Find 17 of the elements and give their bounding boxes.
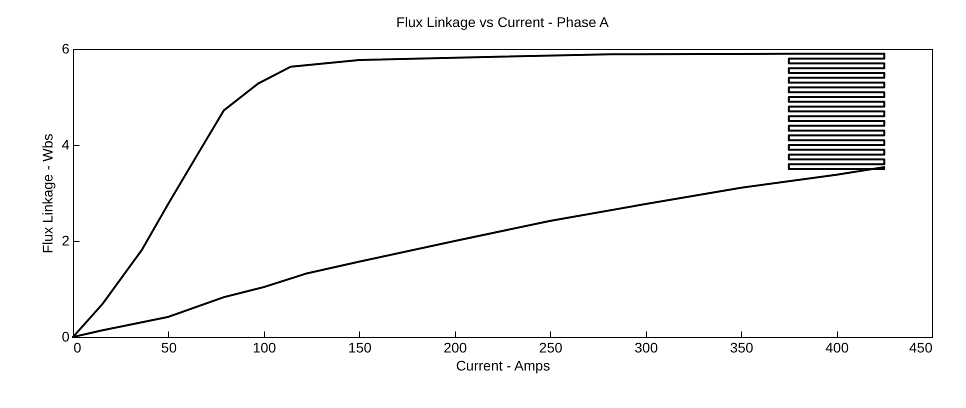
x-axis-title: Current - Amps [456, 358, 550, 374]
x-tick-label: 350 [730, 340, 754, 356]
x-tick-label: 50 [161, 340, 177, 356]
x-tick-label: 200 [444, 340, 468, 356]
x-tick-label: 150 [348, 340, 372, 356]
y-tick-label: 6 [62, 40, 70, 56]
x-tick-label: 0 [74, 340, 82, 356]
y-tick-label: 2 [62, 232, 70, 248]
x-tick-label: 400 [825, 340, 849, 356]
x-tick-label: 100 [252, 340, 276, 356]
x-tick-label: 300 [634, 340, 658, 356]
y-tick-label: 0 [62, 328, 70, 344]
x-tick-label: 250 [539, 340, 563, 356]
chart-title: Flux Linkage vs Current - Phase A [396, 14, 610, 30]
y-tick-label: 4 [62, 136, 70, 152]
y-axis-title: Flux Linkage - Wbs [40, 134, 56, 254]
x-tick-label: 450 [909, 340, 933, 356]
